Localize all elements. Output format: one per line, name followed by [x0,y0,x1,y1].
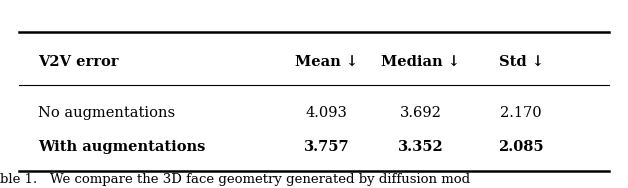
Text: 3.692: 3.692 [400,106,441,120]
Text: Std ↓: Std ↓ [499,55,544,69]
Text: 2.085: 2.085 [499,140,544,154]
Text: 3.757: 3.757 [304,140,349,154]
Text: V2V error: V2V error [38,55,118,69]
Text: No augmentations: No augmentations [38,106,175,120]
Text: Mean ↓: Mean ↓ [295,55,358,69]
Text: 2.170: 2.170 [501,106,542,120]
Text: 3.352: 3.352 [398,140,443,154]
Text: With augmentations: With augmentations [38,140,205,154]
Text: Median ↓: Median ↓ [381,55,460,69]
Text: ble 1.   We compare the 3D face geometry generated by diffusion mod: ble 1. We compare the 3D face geometry g… [0,173,470,186]
Text: 4.093: 4.093 [306,106,347,120]
